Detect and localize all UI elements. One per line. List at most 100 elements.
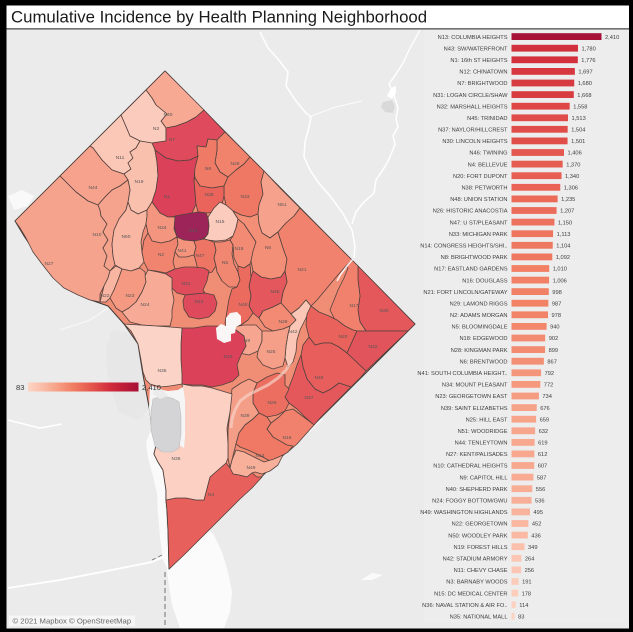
- svg-text:N42: STADIUM ARMORY: N42: STADIUM ARMORY: [443, 557, 508, 563]
- svg-text:734: 734: [542, 394, 552, 400]
- svg-text:940: 940: [550, 325, 560, 331]
- svg-text:N34: MOUNT PLEASANT: N34: MOUNT PLEASANT: [442, 383, 508, 389]
- svg-text:N25: HILL EAST: N25: HILL EAST: [466, 417, 508, 423]
- svg-text:N24: FOGGY BOTTOM/GWU: N24: FOGGY BOTTOM/GWU: [432, 499, 507, 505]
- svg-text:N33: MICHIGAN PARK: N33: MICHIGAN PARK: [449, 232, 508, 238]
- svg-text:N26: HISTORIC ANACOSTIA: N26: HISTORIC ANACOSTIA: [433, 209, 508, 215]
- svg-text:N47: U ST/PLEASANT: N47: U ST/PLEASANT: [450, 220, 508, 226]
- svg-text:N4: N4: [208, 492, 215, 498]
- svg-text:N13: N13: [189, 228, 198, 234]
- svg-text:1,306: 1,306: [564, 186, 578, 192]
- svg-text:902: 902: [549, 336, 559, 342]
- svg-text:N10: N10: [93, 232, 102, 238]
- svg-text:N38: PETWORTH: N38: PETWORTH: [461, 186, 507, 192]
- svg-text:Cumulative Incidence by Health: Cumulative Incidence by Health Planning …: [11, 8, 427, 27]
- svg-text:N9: N9: [244, 338, 251, 344]
- svg-text:N48: UNION STATION: N48: UNION STATION: [450, 197, 507, 203]
- svg-text:N39: SAINT ELIZABETHS: N39: SAINT ELIZABETHS: [441, 406, 508, 412]
- svg-text:N8: BRIGHTWOOD PARK: N8: BRIGHTWOOD PARK: [441, 255, 508, 261]
- svg-text:N13: COLUMBIA HEIGHTS: N13: COLUMBIA HEIGHTS: [438, 35, 508, 41]
- svg-text:1,697: 1,697: [578, 70, 592, 76]
- svg-text:1,340: 1,340: [565, 174, 579, 180]
- svg-text:N35: N35: [158, 368, 167, 374]
- svg-text:N39: N39: [241, 413, 250, 419]
- svg-text:N36: NAVAL STATION & AIR FO..: N36: NAVAL STATION & AIR FO..: [422, 603, 508, 609]
- svg-text:N30: N30: [380, 308, 389, 314]
- svg-text:N32: N32: [369, 344, 378, 350]
- svg-text:1,558: 1,558: [573, 104, 587, 110]
- svg-text:N21: FORT LINCOLN/GATEWAY: N21: FORT LINCOLN/GATEWAY: [423, 290, 507, 296]
- svg-text:N21: N21: [298, 267, 307, 273]
- svg-text:N29: LAMOND RIGGS: N29: LAMOND RIGGS: [450, 301, 508, 307]
- svg-text:N7: N7: [169, 137, 176, 143]
- svg-text:N11: CHEVY CHASE: N11: CHEVY CHASE: [454, 568, 508, 574]
- svg-text:2,410: 2,410: [605, 35, 619, 41]
- svg-text:N4: BELLEVUE: N4: BELLEVUE: [468, 162, 508, 168]
- svg-text:1,504: 1,504: [571, 128, 585, 134]
- svg-text:1,235: 1,235: [561, 197, 575, 203]
- svg-text:N34: N34: [158, 225, 167, 231]
- svg-text:N8: N8: [205, 166, 212, 172]
- svg-text:N29: N29: [231, 161, 240, 167]
- svg-text:N30: LINCOLN HEIGHTS: N30: LINCOLN HEIGHTS: [442, 139, 507, 145]
- svg-text:N7: BRIGHTWOOD: N7: BRIGHTWOOD: [457, 81, 507, 87]
- svg-text:536: 536: [535, 499, 545, 505]
- svg-text:N23: N23: [126, 293, 135, 299]
- svg-text:N44: TENLEYTOWN: N44: TENLEYTOWN: [455, 441, 508, 447]
- svg-text:792: 792: [545, 371, 555, 377]
- svg-text:N2: N2: [158, 252, 165, 258]
- svg-text:© 2021 Mapbox © OpenStreetMap: © 2021 Mapbox © OpenStreetMap: [13, 617, 132, 626]
- svg-text:1,207: 1,207: [560, 209, 574, 215]
- svg-text:N50: N50: [122, 234, 131, 240]
- svg-text:1,113: 1,113: [557, 232, 571, 238]
- svg-text:N45: N45: [271, 289, 280, 295]
- svg-text:1,513: 1,513: [572, 116, 586, 122]
- svg-text:N12: CHINATOWN: N12: CHINATOWN: [459, 70, 507, 76]
- svg-text:N5: N5: [222, 260, 229, 266]
- svg-text:178: 178: [522, 591, 532, 597]
- svg-text:N10: CATHEDRAL HEIGHTS: N10: CATHEDRAL HEIGHTS: [433, 464, 507, 470]
- svg-text:N6: BRENTWOOD: N6: BRENTWOOD: [459, 359, 507, 365]
- svg-text:N45: TRINIDAD: N45: TRINIDAD: [467, 116, 507, 122]
- svg-text:N50: WOODLEY PARK: N50: WOODLEY PARK: [448, 533, 507, 539]
- svg-text:N48: N48: [239, 302, 248, 308]
- svg-text:N17: EASTLAND GARDENS: N17: EASTLAND GARDENS: [434, 267, 508, 273]
- svg-text:2,410: 2,410: [142, 383, 161, 392]
- svg-text:N20: FORT DUPONT: N20: FORT DUPONT: [453, 174, 508, 180]
- svg-text:N49: N49: [247, 465, 256, 471]
- svg-text:N41: N41: [178, 248, 187, 254]
- svg-text:N16: DOUGLASS: N16: DOUGLASS: [462, 278, 507, 284]
- svg-text:N15: N15: [216, 219, 225, 225]
- svg-text:1,006: 1,006: [553, 278, 567, 284]
- svg-text:N28: N28: [279, 319, 288, 325]
- svg-text:N46: TWINING: N46: TWINING: [469, 151, 507, 157]
- svg-text:1,680: 1,680: [578, 81, 592, 87]
- svg-text:619: 619: [538, 441, 548, 447]
- svg-text:N27: KENT/PALISADES: N27: KENT/PALISADES: [446, 452, 508, 458]
- svg-text:1,780: 1,780: [582, 46, 596, 52]
- svg-text:495: 495: [534, 510, 544, 516]
- svg-text:N27: N27: [45, 261, 54, 267]
- svg-text:N40: N40: [164, 112, 173, 118]
- svg-text:N46: N46: [315, 375, 324, 381]
- svg-text:N25: N25: [267, 349, 276, 355]
- svg-text:N35: NATIONAL MALL: N35: NATIONAL MALL: [450, 615, 508, 621]
- svg-text:N11: N11: [116, 155, 125, 161]
- svg-text:N43: SW/WATERFRONT: N43: SW/WATERFRONT: [444, 46, 508, 52]
- svg-text:N9: CAPITOL HILL: N9: CAPITOL HILL: [459, 475, 507, 481]
- svg-text:N23: GEORGETOWN EAST: N23: GEORGETOWN EAST: [435, 394, 508, 400]
- svg-text:1,668: 1,668: [577, 93, 591, 99]
- svg-text:N19: FOREST HILLS: N19: FOREST HILLS: [454, 545, 508, 551]
- svg-text:556: 556: [536, 487, 546, 493]
- svg-text:N51: N51: [278, 202, 287, 208]
- svg-text:N49: WASHINGTON HIGHLANDS: N49: WASHINGTON HIGHLANDS: [420, 510, 507, 516]
- svg-text:1,092: 1,092: [556, 255, 570, 261]
- svg-text:N6: N6: [265, 245, 272, 251]
- svg-text:998: 998: [552, 290, 562, 296]
- svg-text:264: 264: [525, 557, 535, 563]
- svg-text:N1: N1: [164, 194, 171, 200]
- svg-text:1,406: 1,406: [568, 151, 582, 157]
- svg-text:N3: N3: [153, 126, 160, 132]
- svg-text:N17: N17: [350, 303, 359, 309]
- svg-text:N3: BARNABY WOODS: N3: BARNABY WOODS: [446, 580, 507, 586]
